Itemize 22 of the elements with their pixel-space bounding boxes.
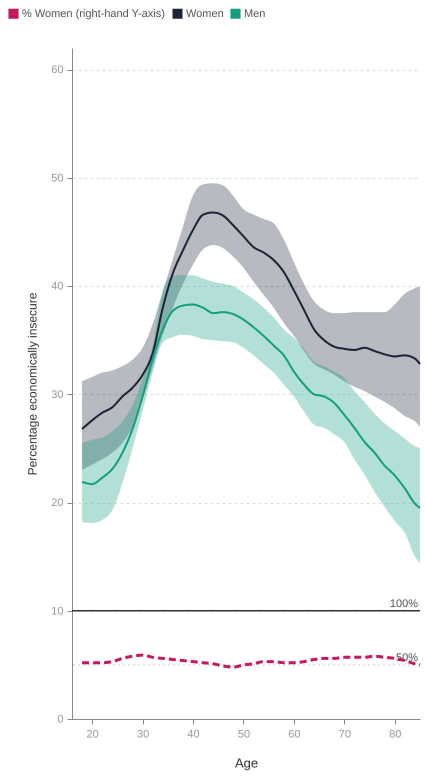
x-tick-label: 50 <box>238 728 250 740</box>
legend-label: Women <box>186 8 224 20</box>
y-tick-label: 10 <box>51 605 64 618</box>
x-tick-label: 40 <box>187 728 200 740</box>
x-tick-label: 60 <box>288 728 301 740</box>
line-series <box>81 212 421 430</box>
x-axis-title: Age <box>234 756 258 770</box>
line-series <box>81 303 421 509</box>
ref-line-label: 100% <box>390 598 418 610</box>
y-tick-label: 0 <box>57 714 64 726</box>
x-tick-label: 80 <box>389 728 402 740</box>
y-tick-label: 30 <box>51 388 64 401</box>
y-tick-label: 40 <box>51 280 64 293</box>
y-tick-label: 50 <box>51 172 64 184</box>
x-tick-label: 30 <box>136 728 150 740</box>
x-tick-label: 20 <box>86 728 99 740</box>
y-axis-title: Percentage economically insecure <box>25 292 40 476</box>
x-tick-label: 70 <box>338 728 351 740</box>
legend-label: % Women (right-hand Y-axis) <box>22 8 165 20</box>
y-tick-label: 20 <box>51 497 64 510</box>
legend-label: Men <box>244 8 266 20</box>
y-tick-label: 60 <box>51 64 64 76</box>
